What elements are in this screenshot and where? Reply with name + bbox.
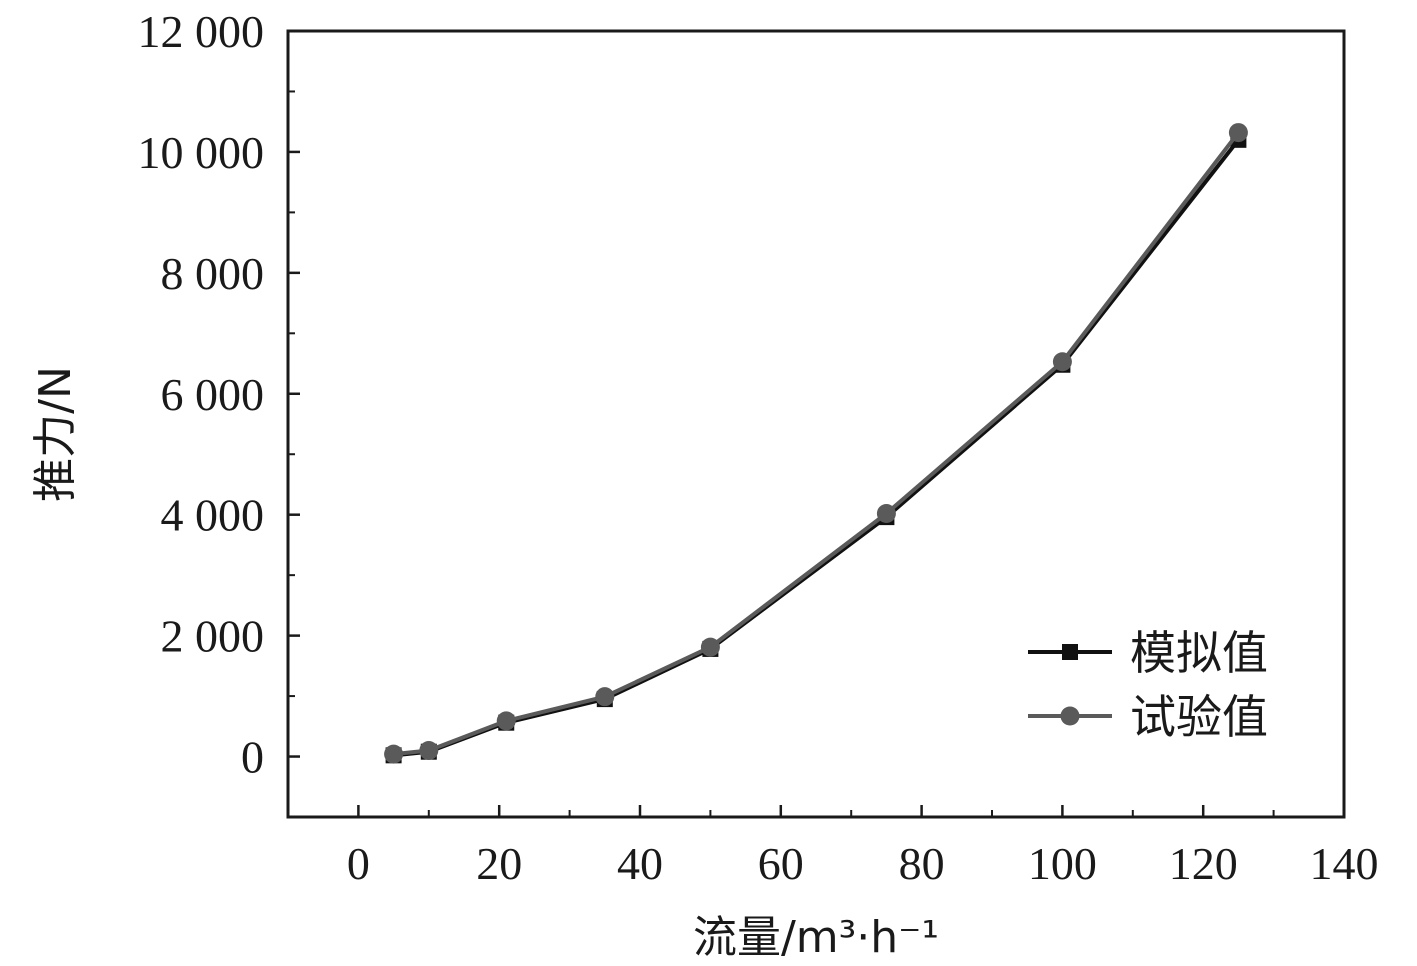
plot-frame bbox=[286, 29, 1346, 819]
legend-marker-circle bbox=[1060, 706, 1080, 726]
x-axis-title: 流量/m³·h⁻¹ bbox=[693, 912, 939, 963]
series-line-1 bbox=[393, 138, 1240, 758]
data-point-circle bbox=[496, 711, 516, 731]
x-tick-label: 60 bbox=[758, 838, 804, 889]
data-point-circle bbox=[876, 503, 896, 523]
y-axis-title: 推力/N bbox=[30, 366, 81, 502]
x-tick-label: 140 bbox=[1310, 838, 1379, 889]
x-tick-label: 120 bbox=[1169, 838, 1238, 889]
legend-label: 试验值 bbox=[1130, 690, 1268, 744]
y-tick-label: 4 000 bbox=[161, 490, 265, 541]
y-tick-label: 12 000 bbox=[138, 6, 265, 57]
x-tick-label: 40 bbox=[617, 838, 663, 889]
y-tick-label: 8 000 bbox=[161, 248, 265, 299]
legend-marker-square bbox=[1062, 644, 1078, 660]
x-tick-label: 0 bbox=[347, 838, 370, 889]
y-tick-label: 2 000 bbox=[161, 611, 265, 662]
series-line-2 bbox=[393, 131, 1240, 757]
data-point-circle bbox=[384, 744, 404, 764]
series-group bbox=[384, 123, 1248, 764]
y-tick-label: 10 000 bbox=[138, 127, 265, 178]
data-point-circle bbox=[1052, 352, 1072, 372]
y-tick-label: 6 000 bbox=[161, 369, 265, 420]
axis-ticks: 0 20 40 60 80 100 120 140 0 2 000 4 000 6 000 8 000 1… bbox=[138, 6, 1379, 889]
data-point-circle bbox=[595, 687, 615, 707]
x-tick-label: 80 bbox=[899, 838, 945, 889]
y-tick-label: 0 bbox=[241, 732, 264, 783]
x-tick-label: 100 bbox=[1028, 838, 1097, 889]
x-tick-label: 20 bbox=[476, 838, 522, 889]
legend-label: 模拟值 bbox=[1130, 626, 1268, 680]
data-point-circle bbox=[419, 740, 439, 760]
data-point-circle bbox=[700, 637, 720, 657]
data-point-circle bbox=[1228, 123, 1248, 143]
